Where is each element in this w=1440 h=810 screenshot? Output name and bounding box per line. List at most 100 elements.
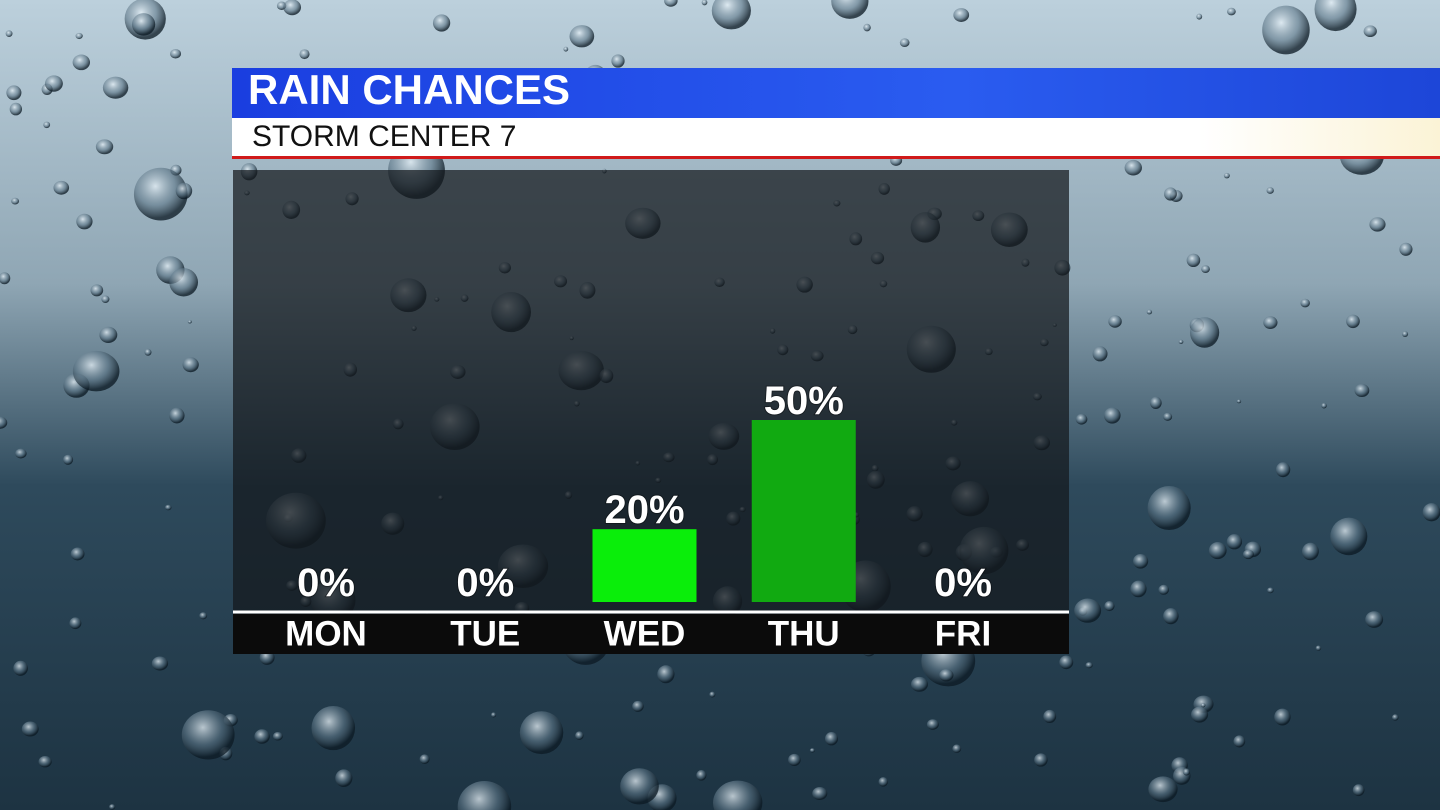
raindrop	[1189, 317, 1220, 348]
raindrop	[101, 295, 110, 304]
raindrop	[169, 268, 199, 297]
raindrop	[1104, 601, 1115, 612]
raindrop	[1183, 768, 1190, 776]
raindrop	[1163, 412, 1173, 421]
raindrop	[1399, 242, 1413, 256]
raindrop	[939, 669, 954, 682]
raindrop	[1148, 776, 1178, 803]
raindrop	[1226, 7, 1236, 16]
raindrop	[43, 121, 51, 129]
raindrop	[72, 350, 120, 392]
raindrop	[812, 787, 828, 801]
raindrop	[1402, 331, 1409, 337]
raindrop	[170, 49, 182, 59]
raindrop	[1133, 553, 1149, 569]
raindrop	[1346, 314, 1360, 329]
raindrop	[99, 326, 118, 344]
raindrop	[911, 676, 928, 692]
raindrop	[175, 182, 193, 200]
raindrop	[95, 139, 114, 155]
title-bar	[232, 68, 1440, 118]
raindrop	[1226, 534, 1243, 550]
raindrop	[0, 272, 11, 285]
raindrop	[457, 781, 512, 810]
raindrop	[1201, 265, 1210, 273]
raindrop	[9, 102, 23, 116]
raindrop	[831, 0, 869, 19]
raindrop	[169, 407, 185, 424]
raindrop	[1191, 706, 1209, 723]
value-label: 0%	[934, 561, 992, 605]
raindrop	[1266, 187, 1274, 194]
raindrop	[1262, 5, 1310, 55]
raindrop	[1242, 549, 1254, 560]
raindrop	[1150, 396, 1162, 410]
raindrop	[133, 167, 188, 221]
raindrop	[75, 32, 83, 40]
value-label: 0%	[456, 561, 514, 605]
raindrop	[311, 705, 356, 751]
raindrop	[102, 76, 129, 99]
raindrop	[44, 75, 63, 92]
raindrop	[657, 665, 675, 684]
raindrop	[1146, 309, 1153, 315]
raindrop	[419, 754, 430, 764]
raindrop	[899, 38, 910, 48]
raindrop	[1314, 0, 1357, 32]
chart-subtitle: STORM CENTER 7	[252, 120, 516, 153]
bar	[751, 420, 856, 602]
raindrop	[952, 744, 962, 753]
plot-area: MON 0% TUE 0% WED 20% THU 50% FRI 0%	[285, 378, 993, 653]
raindrop	[1315, 645, 1322, 651]
raindrop	[711, 0, 751, 30]
raindrop	[696, 770, 707, 781]
raindrop	[1186, 253, 1201, 268]
raindrop	[563, 46, 569, 52]
raindrop	[620, 768, 659, 805]
subtitle-bar	[232, 118, 1440, 156]
raindrop	[1164, 187, 1177, 201]
raindrop	[1365, 611, 1384, 628]
raindrop	[1233, 735, 1246, 748]
raindrop	[1043, 709, 1057, 723]
raindrop	[1302, 542, 1319, 561]
raindrop	[187, 320, 192, 324]
raindrop	[90, 284, 104, 297]
raindrop	[1267, 587, 1274, 594]
raindrop	[72, 54, 90, 71]
raindrop	[181, 710, 235, 760]
raindrop	[1274, 708, 1291, 726]
raindrop	[1075, 413, 1088, 425]
raindrop	[709, 691, 716, 698]
raindrop	[335, 769, 353, 788]
raindrop	[109, 804, 116, 810]
raindrop	[1130, 580, 1147, 598]
raindrop	[491, 712, 497, 718]
x-tick-label: MON	[285, 614, 367, 653]
raindrop	[283, 0, 302, 16]
raindrop	[1034, 753, 1048, 767]
raindrop	[151, 656, 169, 671]
raindrop	[131, 13, 156, 36]
raindrop	[1352, 784, 1365, 797]
raindrop	[1354, 383, 1370, 398]
raindrop	[809, 748, 815, 753]
chart-title: RAIN CHANCES	[248, 66, 570, 113]
raindrop	[144, 348, 152, 356]
raindrop	[611, 54, 625, 68]
value-label: 50%	[764, 379, 844, 423]
raindrop	[1236, 399, 1242, 404]
x-tick-label: WED	[604, 614, 686, 653]
raindrop	[1200, 703, 1206, 708]
raindrop	[1208, 542, 1227, 560]
raindrop	[1158, 584, 1170, 595]
raindrop	[1275, 462, 1291, 478]
raindrop	[953, 8, 970, 22]
raindrop	[1124, 159, 1142, 176]
raindrop	[1391, 714, 1399, 721]
raindrop	[878, 777, 888, 787]
raindrop	[1092, 346, 1108, 362]
raindrop	[1074, 598, 1102, 623]
raindrop	[632, 700, 644, 712]
